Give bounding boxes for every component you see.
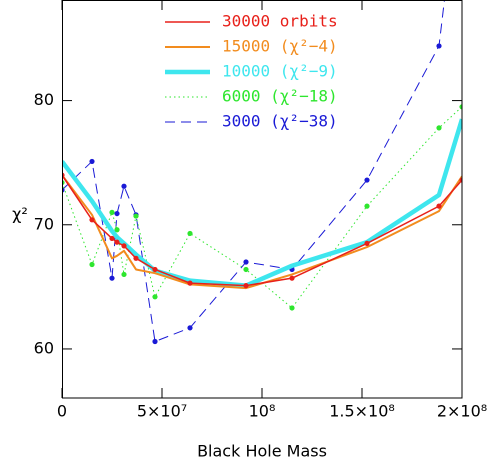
legend-label: 10000 (χ²−9) <box>222 62 338 81</box>
data-point <box>89 158 95 165</box>
data-point <box>459 104 462 110</box>
data-point <box>187 325 193 331</box>
data-point <box>121 271 127 278</box>
y-tick-label: 70 <box>34 214 54 233</box>
data-point <box>187 280 193 286</box>
data-point <box>121 183 127 189</box>
data-point <box>109 235 115 242</box>
y-tick-label: 80 <box>34 90 54 109</box>
x-tick-label: 1.5×10⁸ <box>329 402 395 421</box>
x-tick-label: 2×10⁸ <box>437 402 487 421</box>
x-tick-label: 0 <box>57 402 67 421</box>
data-point <box>187 230 193 237</box>
plot-area <box>62 0 462 345</box>
data-point <box>289 275 295 281</box>
x-tick-label: 10⁸ <box>249 402 276 421</box>
legend-label: 3000 (χ²−38) <box>222 112 338 131</box>
data-point <box>109 275 115 281</box>
data-point <box>114 239 120 245</box>
data-point <box>243 283 249 289</box>
data-point <box>121 243 127 249</box>
data-point <box>114 227 120 233</box>
series-line <box>62 118 462 288</box>
data-point <box>364 240 370 246</box>
data-point <box>459 177 462 183</box>
y-axis-title: χ² <box>12 205 28 224</box>
data-point <box>364 177 370 183</box>
legend-label: 30000 orbits <box>222 12 338 31</box>
x-axis-title: Black Hole Mass <box>197 442 327 461</box>
data-point <box>152 294 158 300</box>
data-point <box>133 213 139 219</box>
y-tick-label: 60 <box>34 338 54 357</box>
x-tick-label: 5×10⁷ <box>137 402 187 421</box>
data-point <box>109 209 115 215</box>
data-point <box>436 203 442 209</box>
legend-label: 15000 (χ²−4) <box>222 37 338 56</box>
data-point <box>289 305 295 311</box>
data-point <box>243 266 249 273</box>
data-point <box>436 125 442 131</box>
legend-label: 6000 (χ²−18) <box>222 87 338 106</box>
data-point <box>364 203 370 209</box>
data-point <box>152 266 158 273</box>
data-point <box>133 255 139 261</box>
series-line <box>62 174 462 290</box>
data-point <box>89 261 95 268</box>
data-point <box>436 43 442 49</box>
data-point <box>114 210 120 217</box>
data-point <box>243 259 249 265</box>
plot-frame <box>62 0 463 399</box>
data-point <box>89 217 95 223</box>
data-point <box>152 338 158 345</box>
